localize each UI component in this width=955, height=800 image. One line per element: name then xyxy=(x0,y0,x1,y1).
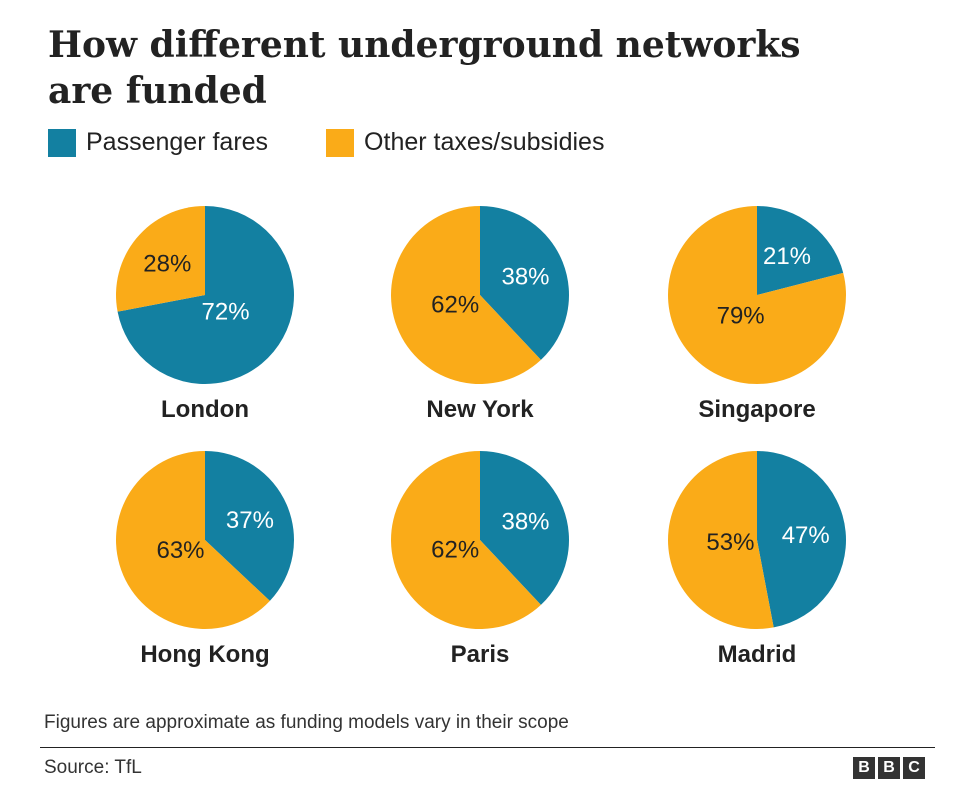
pie-chart-madrid: 47% 53% xyxy=(668,451,847,629)
bbc-logo-letter: B xyxy=(853,757,875,779)
legend-label-passenger-fares: Passenger fares xyxy=(86,128,269,156)
legend-label-other-taxes: Other taxes/subsidies xyxy=(364,128,605,156)
pie-slice-other-taxes-subsidies xyxy=(668,451,774,629)
pie-slice-other-taxes-subsidies xyxy=(391,206,541,384)
source-note: Source: TfL xyxy=(44,757,142,778)
pie-data-label-other-taxes-subsidies: 28% xyxy=(143,250,191,277)
bbc-logo-letter: C xyxy=(903,757,925,779)
pie-chart-paris: 38% 62% xyxy=(391,451,569,629)
pie-title-singapore: Singapore xyxy=(698,396,816,423)
pie-slice-passenger-fares xyxy=(757,206,844,295)
chart-title: How different underground networks are f… xyxy=(48,24,801,112)
pie-chart-london: 72% 28% xyxy=(116,206,294,384)
footnote: Figures are approximate as funding model… xyxy=(44,712,569,733)
bbc-logo-letter: B xyxy=(878,757,900,779)
pie-data-label-passenger-fares: 47% xyxy=(782,522,830,549)
pie-slice-passenger-fares xyxy=(480,451,569,605)
legend: Passenger fares Other taxes/subsidies xyxy=(48,128,662,157)
legend-item-passenger-fares: Passenger fares xyxy=(48,128,268,157)
pie-data-label-passenger-fares: 21% xyxy=(763,243,811,270)
pie-slice-other-taxes-subsidies xyxy=(391,451,541,629)
pie-data-label-other-taxes-subsidies: 79% xyxy=(717,303,765,330)
pie-data-label-other-taxes-subsidies: 63% xyxy=(156,537,204,564)
pie-data-label-other-taxes-subsidies: 62% xyxy=(431,291,479,318)
pie-data-label-other-taxes-subsidies: 62% xyxy=(431,536,479,563)
pie-title-new-york: New York xyxy=(426,396,534,423)
pie-data-label-passenger-fares: 38% xyxy=(501,508,549,535)
pie-slice-other-taxes-subsidies xyxy=(116,206,205,312)
pie-title-hong-kong: Hong Kong xyxy=(140,641,270,668)
legend-item-other-taxes: Other taxes/subsidies xyxy=(326,128,604,157)
divider xyxy=(40,747,935,748)
pie-title-paris: Paris xyxy=(450,641,510,668)
pie-chart-singapore: 21% 79% xyxy=(668,206,846,384)
pie-title-london: London xyxy=(161,396,249,423)
pie-slice-passenger-fares xyxy=(480,206,569,360)
pie-chart-new-york: 38% 62% xyxy=(391,206,569,384)
pie-title-madrid: Madrid xyxy=(717,641,797,668)
legend-swatch-other-taxes xyxy=(326,128,355,157)
pie-slice-other-taxes-subsidies xyxy=(668,206,846,384)
pie-data-label-passenger-fares: 72% xyxy=(202,299,250,326)
bbc-logo: B B C xyxy=(850,757,925,779)
pie-data-label-passenger-fares: 37% xyxy=(226,507,274,534)
pie-slice-passenger-fares xyxy=(117,206,294,384)
pie-chart-hong-kong: 37% 63% xyxy=(115,451,294,629)
pie-slice-passenger-fares xyxy=(205,451,294,601)
pie-data-label-passenger-fares: 38% xyxy=(501,263,549,290)
legend-swatch-passenger-fares xyxy=(48,128,76,157)
pie-slice-passenger-fares xyxy=(757,451,847,628)
pie-data-label-other-taxes-subsidies: 53% xyxy=(706,529,754,556)
pie-slice-other-taxes-subsidies xyxy=(115,451,270,629)
